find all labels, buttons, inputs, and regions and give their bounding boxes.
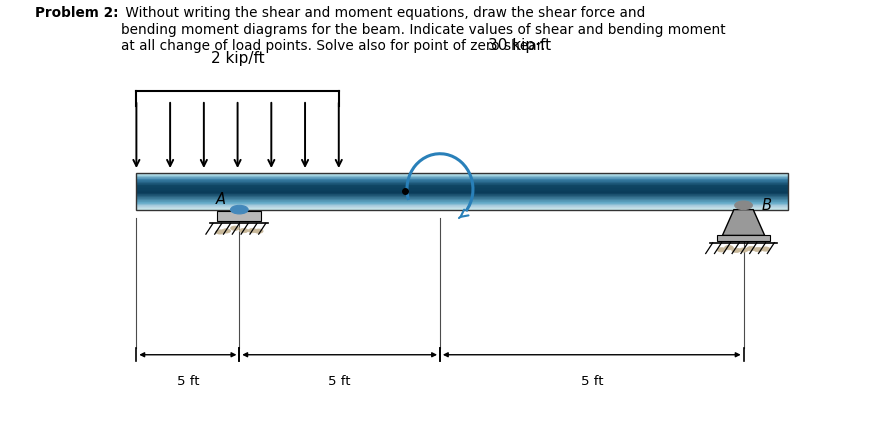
Bar xyxy=(136,206,788,207)
Circle shape xyxy=(231,205,248,214)
Bar xyxy=(136,189,788,190)
Circle shape xyxy=(747,247,756,252)
Bar xyxy=(136,184,788,185)
Polygon shape xyxy=(723,209,765,236)
Bar xyxy=(136,174,788,175)
Bar xyxy=(136,205,788,206)
Circle shape xyxy=(231,228,239,232)
Text: 5 ft: 5 ft xyxy=(176,375,199,388)
Bar xyxy=(136,190,788,191)
Bar xyxy=(136,202,788,203)
Bar xyxy=(136,191,788,192)
Text: 5 ft: 5 ft xyxy=(328,375,351,388)
Bar xyxy=(136,187,788,188)
Bar xyxy=(136,204,788,205)
Circle shape xyxy=(754,247,763,251)
Bar xyxy=(136,200,788,201)
Bar xyxy=(136,198,788,199)
Bar xyxy=(136,199,788,200)
Bar xyxy=(136,196,788,197)
Circle shape xyxy=(761,247,770,251)
Circle shape xyxy=(740,247,748,251)
Bar xyxy=(217,211,262,221)
Bar xyxy=(136,180,788,181)
Bar xyxy=(136,175,788,176)
Text: Problem 2:: Problem 2: xyxy=(36,6,118,21)
Text: 2 kip/ft: 2 kip/ft xyxy=(211,51,264,65)
Bar xyxy=(717,236,770,240)
Bar xyxy=(136,173,788,209)
Bar xyxy=(136,182,788,183)
Circle shape xyxy=(255,228,263,232)
Text: B: B xyxy=(761,198,771,213)
Circle shape xyxy=(248,228,257,233)
Bar xyxy=(136,194,788,195)
Circle shape xyxy=(735,201,752,209)
Text: A: A xyxy=(216,193,226,207)
Bar xyxy=(136,186,788,187)
Bar xyxy=(136,208,788,209)
Bar xyxy=(136,181,788,182)
Text: 30 kip·ft: 30 kip·ft xyxy=(489,38,552,52)
Text: 5 ft: 5 ft xyxy=(580,375,603,388)
Bar xyxy=(136,188,788,189)
Circle shape xyxy=(239,230,248,234)
Bar xyxy=(136,185,788,186)
Bar xyxy=(136,173,788,174)
Bar xyxy=(136,176,788,177)
Bar xyxy=(136,207,788,208)
Circle shape xyxy=(215,228,224,233)
Text: Without writing the shear and moment equations, draw the shear force and
bending: Without writing the shear and moment equ… xyxy=(121,6,726,53)
Bar xyxy=(136,192,788,193)
Circle shape xyxy=(724,246,733,251)
Bar xyxy=(136,193,788,194)
Bar xyxy=(136,177,788,178)
Bar xyxy=(136,183,788,184)
Bar xyxy=(136,180,788,181)
Bar xyxy=(136,178,788,179)
Bar xyxy=(136,179,788,180)
Circle shape xyxy=(732,248,740,252)
Bar xyxy=(136,197,788,198)
Circle shape xyxy=(717,247,726,251)
Bar xyxy=(136,201,788,202)
Bar xyxy=(136,195,788,196)
Circle shape xyxy=(222,228,231,232)
Bar xyxy=(136,203,788,204)
